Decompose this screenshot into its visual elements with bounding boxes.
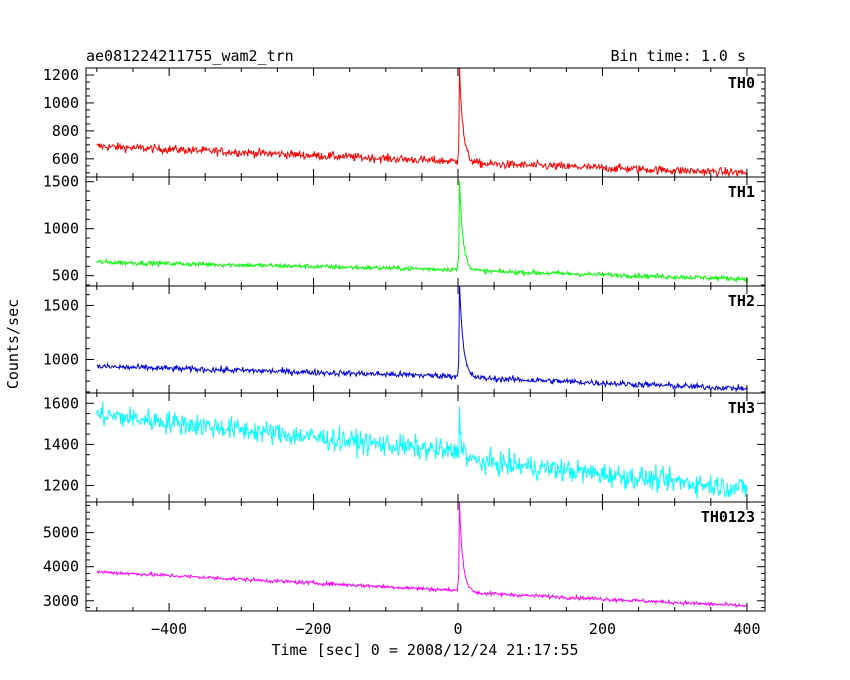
series-line-th3 [96, 401, 748, 499]
x-tick-label: −200 [295, 620, 331, 638]
y-tick-label: 1200 [43, 66, 79, 84]
x-tick-label: 400 [733, 620, 760, 638]
y-tick-label: 1000 [43, 350, 79, 368]
x-axis-label: Time [sec] 0 = 2008/12/24 21:17:55 [271, 641, 578, 659]
panel-th0: 600 800 1000 1200 TH0 [43, 66, 766, 178]
y-tick-label: 1500 [43, 173, 79, 191]
y-tick-label: 600 [52, 150, 79, 168]
panel-th0123: 3000 4000 5000 TH0123 [43, 501, 766, 612]
x-tick-label: 200 [589, 620, 616, 638]
panel-label: TH1 [728, 183, 755, 201]
x-tick-label: 0 [453, 620, 462, 638]
panel-th1: 500 1000 1500 TH1 [43, 173, 766, 287]
panel-frame [85, 501, 766, 612]
y-tick-label: 1200 [43, 477, 79, 495]
y-tick-label: 1500 [43, 296, 79, 314]
panel-th2: 1000 1500 TH2 [43, 285, 766, 394]
y-tick-label: 3000 [43, 592, 79, 610]
panel-label: TH0123 [701, 508, 755, 526]
y-tick-label: 1400 [43, 435, 79, 453]
panels: 600 800 1000 1200 TH0 500 1000 1500 TH1 1000 1500 T… [43, 66, 766, 638]
y-tick-label: 1000 [43, 220, 79, 238]
y-axis-label: Counts/sec [4, 299, 22, 389]
series-line-th0 [96, 68, 748, 177]
series-line-th0123 [96, 502, 748, 609]
y-tick-label: 1000 [43, 94, 79, 112]
series-line-th1 [96, 180, 748, 284]
panel-frame [85, 285, 766, 394]
series-line-th2 [96, 286, 748, 393]
y-tick-label: 4000 [43, 558, 79, 576]
panel-label: TH3 [728, 399, 755, 417]
y-tick-label: 800 [52, 122, 79, 140]
bin-time-label: Bin time: 1.0 s [611, 47, 746, 65]
y-tick-label: 5000 [43, 524, 79, 542]
panel-label: TH2 [728, 292, 755, 310]
chart-title: ae081224211755_wam2_trn [86, 47, 294, 65]
y-tick-label: 500 [52, 267, 79, 285]
y-tick-label: 1600 [43, 394, 79, 412]
x-tick-label: −400 [151, 620, 187, 638]
panel-th3: 1200 1400 1600 TH3 [43, 392, 766, 503]
panel-label: TH0 [728, 74, 755, 92]
